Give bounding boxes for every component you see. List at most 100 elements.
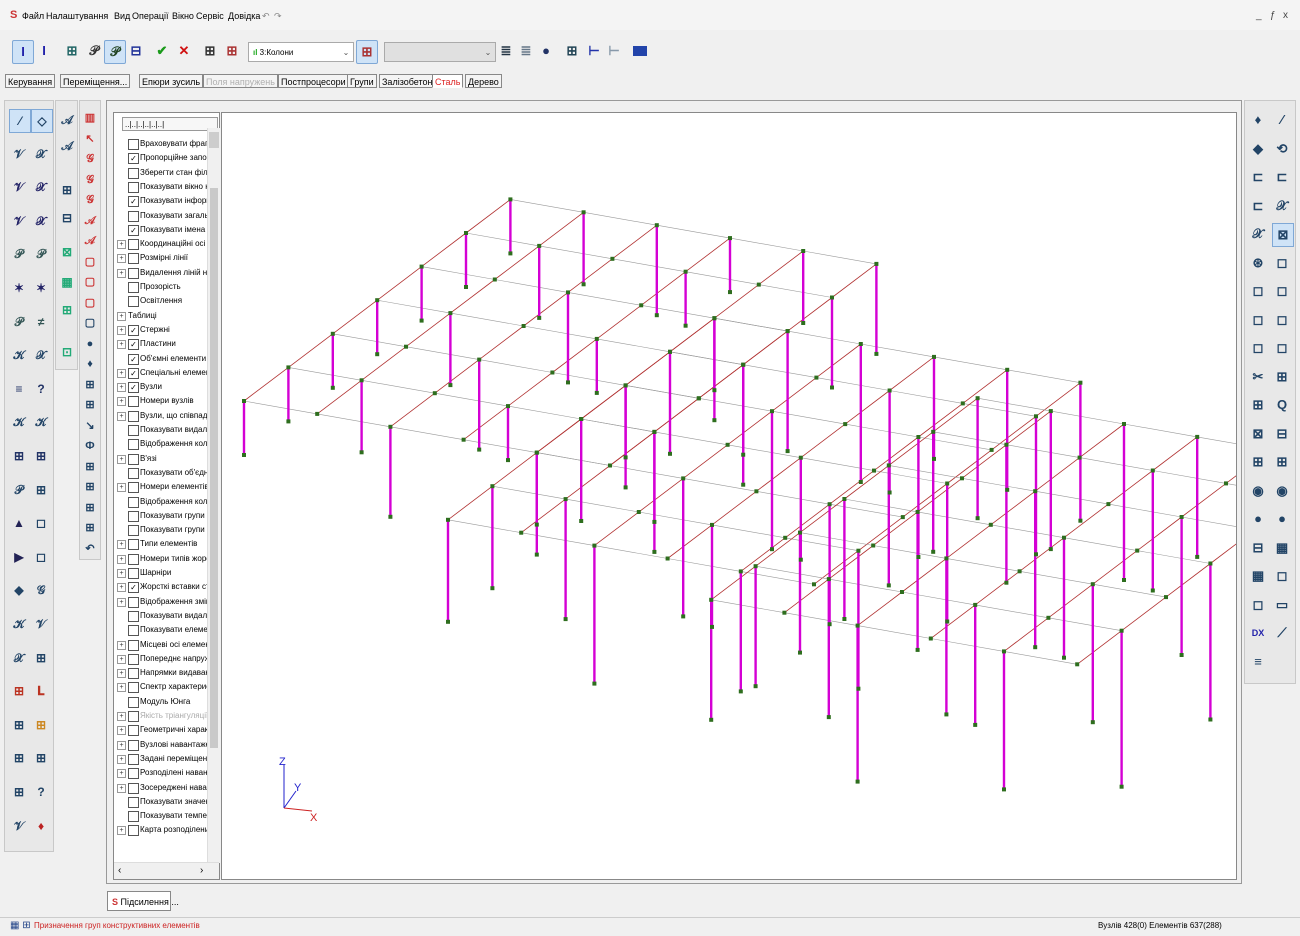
- node[interactable]: [330, 331, 335, 336]
- node[interactable]: [1004, 442, 1009, 447]
- right-tool-icon[interactable]: 𝒳: [1276, 197, 1288, 213]
- node[interactable]: [1135, 548, 1140, 553]
- node[interactable]: [1090, 582, 1095, 587]
- node[interactable]: [592, 681, 597, 686]
- grid-line[interactable]: [638, 511, 713, 526]
- node[interactable]: [432, 391, 437, 396]
- grid-line[interactable]: [596, 338, 671, 353]
- node[interactable]: [508, 251, 513, 256]
- beam[interactable]: [991, 415, 1037, 451]
- node[interactable]: [858, 480, 863, 484]
- node[interactable]: [464, 285, 468, 289]
- node[interactable]: [945, 481, 950, 486]
- beam[interactable]: [654, 397, 700, 433]
- expand-icon[interactable]: +: [117, 826, 126, 836]
- grid-line[interactable]: [494, 279, 569, 293]
- beam[interactable]: [434, 359, 480, 394]
- grid-line[interactable]: [594, 545, 668, 559]
- tree-checkbox[interactable]: [128, 639, 139, 651]
- beam[interactable]: [873, 436, 919, 471]
- node[interactable]: [610, 256, 615, 261]
- grid-line[interactable]: [447, 519, 522, 533]
- node[interactable]: [665, 556, 670, 561]
- grid-line[interactable]: [523, 325, 597, 340]
- grid-line[interactable]: [933, 356, 1008, 371]
- node[interactable]: [915, 647, 920, 652]
- node[interactable]: [1078, 380, 1083, 385]
- node[interactable]: [1122, 578, 1126, 582]
- left-tool-icon[interactable]: 𝒱: [14, 146, 24, 161]
- grid-line[interactable]: [465, 232, 540, 247]
- left-tool-icon[interactable]: ▢: [84, 255, 96, 268]
- type-filter-icon[interactable]: 𝒫: [89, 43, 99, 58]
- node[interactable]: [856, 548, 861, 553]
- node[interactable]: [490, 586, 495, 591]
- left-tool-icon[interactable]: ⊞: [61, 183, 73, 197]
- node[interactable]: [579, 519, 584, 523]
- left-tool-icon[interactable]: ▶: [14, 549, 24, 564]
- node[interactable]: [1005, 367, 1010, 372]
- beam[interactable]: [1035, 382, 1081, 417]
- left-tool-icon[interactable]: 𝒦: [13, 617, 25, 631]
- node[interactable]: [654, 313, 659, 318]
- grid-line[interactable]: [990, 524, 1065, 538]
- node[interactable]: [1179, 515, 1184, 519]
- node[interactable]: [931, 429, 936, 434]
- node[interactable]: [712, 418, 717, 423]
- node[interactable]: [581, 282, 586, 287]
- grid-line[interactable]: [539, 245, 613, 260]
- right-tool-icon[interactable]: Q: [1276, 397, 1288, 412]
- grid-line[interactable]: [377, 299, 451, 314]
- node[interactable]: [842, 497, 847, 501]
- right-tool-icon[interactable]: ◻: [1276, 340, 1288, 355]
- tree-checkbox[interactable]: [128, 625, 139, 637]
- left-tool-icon[interactable]: 𝒱: [14, 213, 24, 228]
- grid-line[interactable]: [873, 545, 947, 559]
- node[interactable]: [537, 315, 542, 320]
- grid-line[interactable]: [711, 599, 785, 613]
- beam[interactable]: [1034, 457, 1080, 492]
- node[interactable]: [461, 437, 466, 442]
- right-tool-icon[interactable]: ⟋: [1277, 625, 1287, 640]
- node[interactable]: [945, 619, 950, 624]
- grid-line[interactable]: [1050, 410, 1125, 425]
- grid-line[interactable]: [727, 444, 801, 458]
- right-tool-icon[interactable]: ⟲: [1276, 140, 1288, 156]
- beam[interactable]: [596, 304, 642, 340]
- grid-line[interactable]: [918, 436, 992, 451]
- grid-line[interactable]: [361, 380, 435, 394]
- right-tool-icon[interactable]: ◉: [1276, 482, 1288, 498]
- node[interactable]: [709, 717, 714, 722]
- left-tool-icon[interactable]: ⊞: [35, 751, 47, 766]
- node[interactable]: [855, 779, 860, 784]
- right-tool-icon[interactable]: ⊞: [1276, 454, 1288, 469]
- grid-line[interactable]: [755, 565, 829, 580]
- left-tool-icon[interactable]: 𝒜: [84, 214, 96, 227]
- right-tool-icon[interactable]: ▦: [1251, 568, 1265, 583]
- node[interactable]: [388, 424, 393, 429]
- left-tool-icon[interactable]: 𝒳: [35, 348, 47, 363]
- tab-stress-fields[interactable]: Поля напружень: [203, 74, 278, 88]
- node[interactable]: [900, 590, 904, 594]
- tree-header[interactable]: ..|..|..|..|..|..|: [122, 117, 218, 131]
- right-tool-icon[interactable]: ⊠: [1252, 425, 1264, 441]
- beam[interactable]: [755, 532, 801, 567]
- left-tool-icon[interactable]: ●: [86, 337, 94, 350]
- grid-line[interactable]: [756, 491, 830, 505]
- node[interactable]: [652, 519, 657, 524]
- beam[interactable]: [552, 338, 598, 373]
- node[interactable]: [508, 197, 513, 202]
- node[interactable]: [506, 458, 510, 463]
- node[interactable]: [960, 476, 964, 481]
- node[interactable]: [1150, 468, 1155, 473]
- info-icon[interactable]: ●: [542, 43, 550, 58]
- grid-line[interactable]: [1152, 470, 1227, 484]
- menu-settings[interactable]: Налаштування: [46, 11, 109, 21]
- beam[interactable]: [799, 498, 845, 533]
- grid-line[interactable]: [1079, 457, 1153, 471]
- right-tool-icon[interactable]: ⊞: [1252, 454, 1264, 469]
- right-tool-icon[interactable]: ◻: [1276, 568, 1288, 583]
- grid-line[interactable]: [1197, 436, 1236, 450]
- beam[interactable]: [1019, 537, 1065, 572]
- beam[interactable]: [962, 369, 1008, 404]
